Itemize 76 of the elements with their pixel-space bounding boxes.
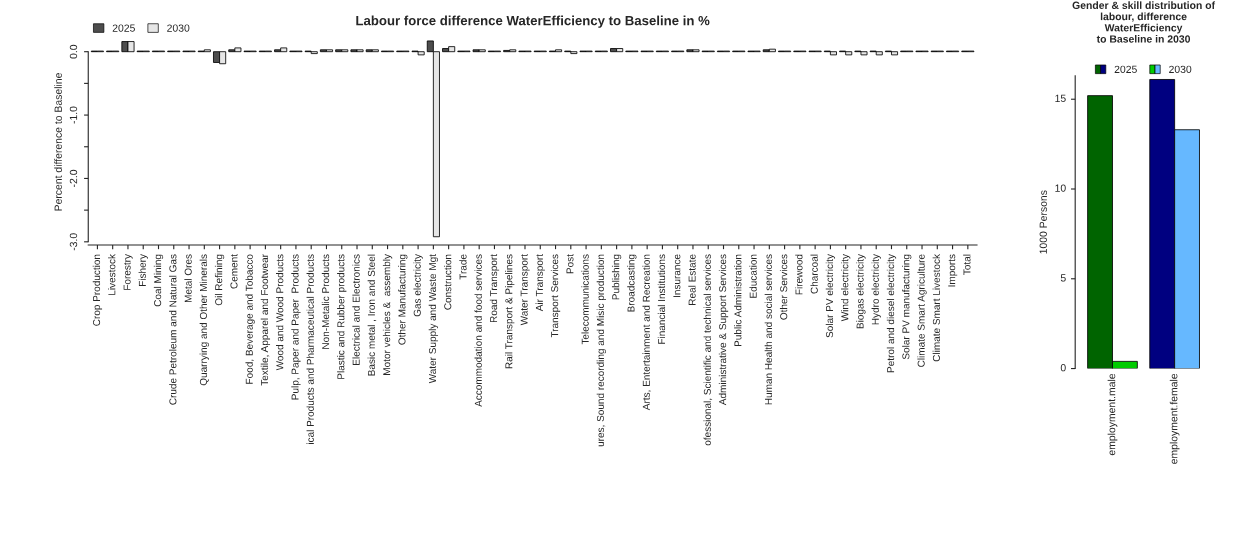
x-tick-label: Broadcasting [627,254,637,312]
x-tick-label: Cement [230,254,238,289]
x-tick-label: Other Manufacturing [398,254,408,345]
x-tick-label: Rail Transport & Pipelines [505,254,515,369]
x-tick-label: Food, Beverage and Tobacco [245,254,255,384]
x-tick-label: employment.male [1107,373,1118,456]
x-tick-label: Telecommunications [581,254,589,345]
legend-label: 2030 [1169,65,1192,73]
x-tick-label: Construction [443,254,452,310]
x-tick-label: Solar PV manufacturing [902,254,912,360]
x-tick-label: Electrical and Electronics [352,254,360,365]
x-tick-label: Real Estate [688,254,696,305]
x-tick-label: Climate Smart Agriculture [917,254,927,367]
x-tick-label: Petrol and diesel electricity [886,254,897,373]
x-tick-label: Total [963,254,971,275]
x-tick-label: Other Services [779,254,788,320]
x-tick-label: Human Health and social services [764,254,772,405]
x-tick-label: Non-Metalic Products [321,254,330,349]
x-tick-label: Trade [459,254,467,280]
legend-label: 2025 [112,24,135,32]
x-tick-label: Administrative & Support Services [718,254,729,406]
x-tick-label: Crop Production [92,254,103,326]
chart-title: Labour force difference WaterEfficiency to Baseline in % [356,15,710,28]
x-tick-label: Livestock [108,254,116,295]
legend-label: 2025 [1114,65,1137,73]
x-tick-label: Post [566,254,574,274]
x-tick-label: Publishing [611,254,622,300]
x-tick-label: Financial Institutions [657,254,666,344]
x-tick-label: Charcoal [810,254,818,294]
legend-label: 2030 [167,24,190,32]
x-tick-label: Gas electricity [413,254,423,317]
x-tick-label: Air Transport [535,254,545,312]
y-tick-label: 15 [1055,94,1066,103]
x-tick-label: Transport Services [550,254,561,338]
x-tick-label: Wind electricity [841,254,851,322]
x-tick-label: Insurance [673,254,681,297]
x-tick-label: Coal Mining [153,254,164,307]
y-tick-label: 0 [1060,363,1066,372]
x-tick-label: Textile, Apparel and Footwear [260,254,271,386]
x-tick-label: Forestry [123,254,133,290]
y-tick-label: -3.0 [69,233,78,251]
x-tick-label: Solar PV electricity [825,254,836,338]
y-tick-label: 5 [1060,274,1066,282]
x-tick-label: Pulp, Paper and Paper Products [291,254,301,400]
x-tick-label: Fishery [138,254,148,286]
x-tick-label: Crude Petroleum and Natural Gas [169,254,177,405]
x-tick-label: ical Products and Pharmaceutical Products [306,254,314,444]
y-tick-label: 10 [1055,184,1066,192]
y-axis-title: Percent difference to Baseline [54,73,62,211]
x-tick-label: ofessional, Scientific and technical services [703,254,713,446]
x-tick-label: Climate Smart Livestock [932,253,940,362]
x-tick-label: ures, Sound recording and Misic production [596,254,606,447]
x-tick-label: Road Transport [489,254,500,323]
x-tick-label: employment.female [1169,373,1180,464]
x-tick-label: Biogas electricity [856,254,866,329]
x-tick-label: Quarrying and Other Minerals [199,254,209,386]
x-tick-label: Plastic and Rubber products [337,254,347,379]
x-tick-label: Public Administration [734,254,742,347]
x-tick-label: Metal Ores [184,254,192,303]
x-tick-label: Basic metal , Iron and Steel [367,254,377,376]
x-tick-label: Motor vehicles & assembly [382,254,393,375]
y-tick-label: -2.0 [69,169,78,187]
x-tick-label: Water Supply and Waste Mgt [428,254,439,384]
x-tick-label: Hydro electricity [871,254,881,325]
x-tick-label: Imports [948,254,958,287]
x-tick-label: Firewood [795,254,803,295]
x-tick-label: Accommodation and food services [474,254,482,407]
x-tick-label: Wood and Wood Products [276,254,284,371]
chart-title: Gender & skill distribution of labour, difference WaterEfficiency to Baseline in 2030 [1072,1,1216,43]
y-axis-title: 1000 Persons [1039,190,1047,254]
x-tick-label: Arts, Entertainment and Recreation [642,254,652,411]
y-tick-label: 0.0 [69,44,78,59]
y-tick-label: -1.0 [69,106,78,124]
x-tick-label: Water Transport [520,254,530,326]
x-tick-label: Oil Refining [214,254,225,306]
x-tick-label: Education [749,254,757,298]
